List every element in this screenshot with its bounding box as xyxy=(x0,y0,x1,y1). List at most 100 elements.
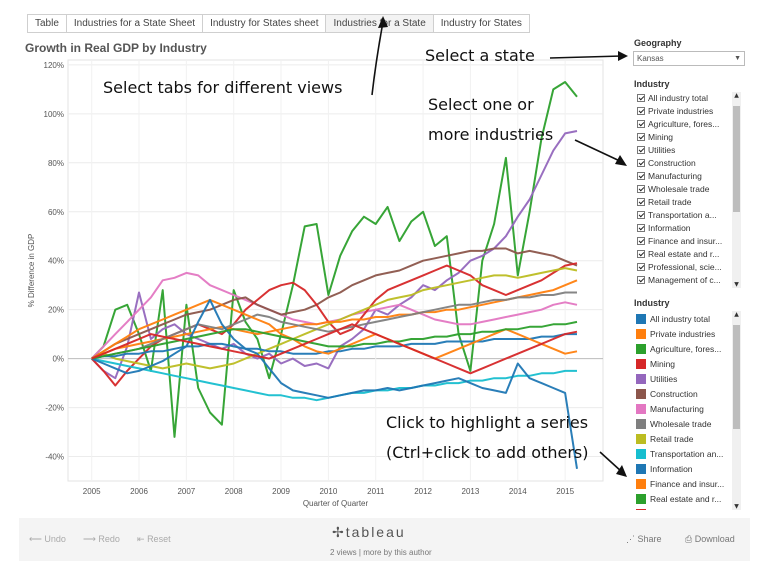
checkbox-checked-icon[interactable] xyxy=(637,119,645,128)
series-line-2[interactable] xyxy=(90,271,578,360)
filter-item[interactable]: Manufacturing xyxy=(637,169,730,182)
scroll-down-icon[interactable]: ▼ xyxy=(734,503,739,510)
x-tick-label: 2010 xyxy=(319,487,337,496)
filter-item[interactable]: Information xyxy=(637,221,730,234)
scroll-down-icon[interactable]: ▼ xyxy=(734,281,739,288)
legend-item[interactable]: Retail trade xyxy=(636,431,730,446)
legend-item[interactable]: Agriculture, fores... xyxy=(636,341,730,356)
share-button[interactable]: ⋰ Share xyxy=(626,534,662,545)
tab-table[interactable]: Table xyxy=(27,14,66,33)
geography-dropdown[interactable]: Kansas ▼ xyxy=(633,51,745,66)
filter-item[interactable]: Utilities xyxy=(637,143,730,156)
checkbox-checked-icon[interactable] xyxy=(637,158,645,167)
legend-item[interactable]: Wholesale trade xyxy=(636,416,730,431)
legend-item[interactable]: Utilities xyxy=(636,371,730,386)
y-tick-label: 20% xyxy=(48,306,64,315)
legend-item[interactable]: Information xyxy=(636,461,730,476)
series-line-6[interactable] xyxy=(91,279,578,360)
undo-button[interactable]: ⟵ Undo xyxy=(29,534,66,545)
annotation-highlight-1: Click to highlight a series xyxy=(386,413,589,432)
tab-industries-for-a-state[interactable]: Industries for a State xyxy=(325,14,433,33)
logo-text: tableau xyxy=(345,524,406,540)
series-line-1[interactable] xyxy=(90,130,578,380)
geography-title: Geography xyxy=(634,38,682,48)
download-button[interactable]: ⎙ Download xyxy=(685,534,735,545)
legend-item[interactable]: Mining xyxy=(636,356,730,371)
filter-item[interactable]: Professional, scie... xyxy=(637,260,730,273)
tab-industry-for-states[interactable]: Industry for States xyxy=(432,14,530,33)
filter-item[interactable]: Real estate and r... xyxy=(637,247,730,260)
legend-item[interactable]: Professional, scie... xyxy=(636,506,730,510)
filter-item[interactable]: Retail trade xyxy=(637,195,730,208)
filter-item[interactable]: Transportation a... xyxy=(637,208,730,221)
y-tick-label: 80% xyxy=(48,159,64,168)
x-tick-label: 2006 xyxy=(130,487,148,496)
tableau-plus-icon: ✢ xyxy=(332,524,344,540)
filter-scrollbar[interactable]: ▲ ▼ xyxy=(732,92,741,288)
legend-item[interactable]: Manufacturing xyxy=(636,401,730,416)
checkbox-checked-icon[interactable] xyxy=(637,223,645,232)
tableau-logo[interactable]: ✢ tableau xyxy=(332,524,406,541)
legend-scrollbar[interactable]: ▲ ▼ xyxy=(732,311,741,510)
filter-item[interactable]: Mining xyxy=(637,130,730,143)
legend-item[interactable]: All industry total xyxy=(636,311,730,326)
filter-item[interactable]: Agriculture, fores... xyxy=(637,117,730,130)
checkbox-checked-icon[interactable] xyxy=(637,249,645,258)
checkbox-checked-icon[interactable] xyxy=(637,184,645,193)
filter-item[interactable]: Administrative an... xyxy=(637,286,730,287)
redo-button[interactable]: ⟶ Redo xyxy=(83,534,120,545)
legend-label: Mining xyxy=(650,358,676,369)
series-line-11[interactable] xyxy=(91,298,578,469)
checkbox-checked-icon[interactable] xyxy=(637,210,645,219)
tab-industries-for-a-state-sheet[interactable]: Industries for a State Sheet xyxy=(65,14,203,33)
y-tick-label: 60% xyxy=(48,208,64,217)
series-line-9[interactable] xyxy=(91,298,578,360)
y-tick-label: -40% xyxy=(45,453,64,462)
checkbox-checked-icon[interactable] xyxy=(637,197,645,206)
x-tick-label: 2008 xyxy=(225,487,243,496)
checkbox-checked-icon[interactable] xyxy=(637,236,645,245)
annotation-industries-2: more industries xyxy=(428,125,554,144)
legend-swatch xyxy=(636,463,646,474)
filter-item-label: Mining xyxy=(648,131,674,142)
checkbox-checked-icon[interactable] xyxy=(637,171,645,180)
filter-item[interactable]: Construction xyxy=(637,156,730,169)
reset-button[interactable]: ⇤ Reset xyxy=(137,534,171,545)
filter-item-label: Wholesale trade xyxy=(648,183,710,194)
tab-industry-for-states-sheet[interactable]: Industry for States sheet xyxy=(202,14,326,33)
legend-item[interactable]: Transportation an... xyxy=(636,446,730,461)
scroll-up-icon[interactable]: ▲ xyxy=(734,311,739,318)
series-line-0[interactable] xyxy=(90,81,578,438)
x-tick-label: 2014 xyxy=(509,487,527,496)
legend-item[interactable]: Real estate and r... xyxy=(636,491,730,506)
filter-item-label: Transportation a... xyxy=(648,209,717,220)
checkbox-checked-icon[interactable] xyxy=(637,132,645,141)
checkbox-checked-icon[interactable] xyxy=(637,145,645,154)
filter-item[interactable]: Wholesale trade xyxy=(637,182,730,195)
views-info[interactable]: 2 views | more by this author xyxy=(330,548,432,557)
scroll-up-icon[interactable]: ▲ xyxy=(734,92,739,99)
legend-item[interactable]: Construction xyxy=(636,386,730,401)
filter-item[interactable]: Private industries xyxy=(637,104,730,117)
legend-swatch xyxy=(636,358,646,369)
checkbox-checked-icon[interactable] xyxy=(637,93,645,102)
checkbox-checked-icon[interactable] xyxy=(637,262,645,271)
legend-item[interactable]: Finance and insur... xyxy=(636,476,730,491)
filter-item[interactable]: Finance and insur... xyxy=(637,234,730,247)
arrow-to-tabs xyxy=(371,21,384,96)
series-line-13[interactable] xyxy=(91,323,578,375)
series-line-12[interactable] xyxy=(91,320,578,360)
checkbox-checked-icon[interactable] xyxy=(637,275,645,284)
legend-label: Manufacturing xyxy=(650,403,704,414)
legend-item[interactable]: Private industries xyxy=(636,326,730,341)
annotation-industries-1: Select one or xyxy=(428,95,534,114)
scroll-thumb[interactable] xyxy=(733,106,740,212)
series-line-7[interactable] xyxy=(91,291,577,360)
filter-item-label: Finance and insur... xyxy=(648,235,723,246)
scroll-thumb[interactable] xyxy=(733,325,740,429)
series-line-3[interactable] xyxy=(91,247,578,360)
filter-item[interactable]: All industry total xyxy=(637,91,730,104)
checkbox-checked-icon[interactable] xyxy=(637,106,645,115)
filter-item[interactable]: Management of c... xyxy=(637,273,730,286)
